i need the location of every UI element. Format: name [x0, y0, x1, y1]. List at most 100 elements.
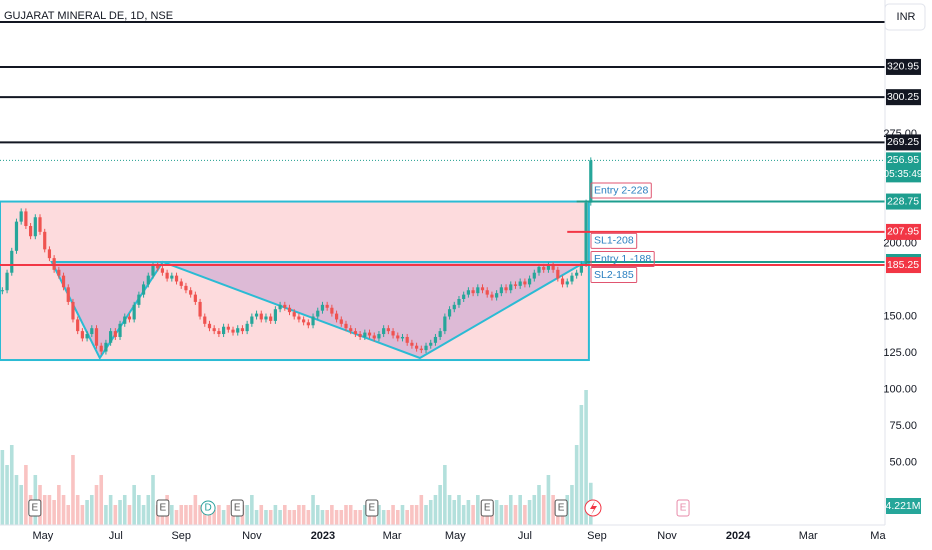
candle	[480, 287, 485, 291]
volume-bar	[330, 505, 334, 525]
currency-box[interactable]	[884, 3, 926, 31]
volume-bar	[325, 510, 329, 525]
volume-bar	[551, 495, 555, 525]
candle	[287, 307, 292, 313]
candle	[113, 331, 117, 337]
volume-bar	[85, 500, 89, 525]
event-marker[interactable]	[28, 499, 42, 517]
event-marker[interactable]	[230, 499, 244, 517]
volume-bar	[513, 505, 518, 525]
volume-bar	[433, 495, 438, 525]
candle	[396, 335, 400, 339]
candle	[320, 304, 325, 311]
volume-bar	[419, 495, 424, 525]
event-marker[interactable]	[365, 499, 379, 517]
split-bolt	[590, 501, 597, 515]
currency[interactable]: INR	[897, 11, 916, 23]
event-label[interactable]: E	[369, 503, 376, 514]
candle	[250, 316, 254, 324]
volume-bar	[254, 510, 259, 525]
y-tick-label: 50.00	[889, 456, 917, 468]
annotation-box	[590, 250, 655, 267]
volume-bar	[334, 510, 339, 525]
volume-bar	[132, 485, 136, 525]
volume-bar	[508, 495, 513, 525]
candle	[339, 319, 343, 324]
candle	[325, 304, 329, 308]
candle	[33, 217, 37, 237]
candle	[76, 319, 80, 332]
volume-bar	[137, 495, 141, 525]
volume-bar	[363, 505, 367, 525]
volume-bar	[339, 510, 344, 525]
candle	[334, 313, 339, 320]
candle	[386, 328, 390, 332]
candle	[316, 310, 320, 317]
candle	[556, 269, 560, 279]
candle	[43, 231, 47, 250]
annotation-box	[590, 267, 638, 284]
volume-bar	[461, 505, 466, 525]
candle	[537, 266, 541, 273]
candle	[269, 316, 273, 321]
candle	[513, 284, 518, 286]
volume-bar	[278, 510, 282, 525]
price-level-label: 256.95	[887, 154, 919, 166]
event-marker[interactable]	[200, 500, 216, 516]
event-label[interactable]: E	[484, 503, 491, 514]
event-marker[interactable]	[676, 499, 690, 517]
candle	[391, 331, 395, 336]
price-level-box	[886, 134, 921, 151]
candle	[575, 272, 579, 276]
candle	[85, 334, 89, 339]
price-level-box	[886, 193, 921, 210]
volume-bar	[499, 505, 504, 525]
event-label[interactable]: E	[558, 503, 565, 514]
volume-bar	[405, 510, 409, 525]
event-label[interactable]: E	[160, 503, 167, 514]
volume-bar	[5, 465, 9, 525]
event-label[interactable]: D	[204, 503, 211, 514]
volume-bar	[273, 505, 278, 525]
candle	[94, 328, 99, 346]
volume-bar	[381, 510, 386, 525]
event-marker[interactable]	[480, 499, 494, 517]
volume-bar	[504, 505, 508, 525]
volume-bar	[198, 505, 202, 525]
volume-bar	[193, 495, 198, 525]
x-tick-label: Sep	[171, 530, 191, 542]
event-label[interactable]: E	[234, 503, 241, 514]
price-level-label: 207.95	[887, 226, 919, 238]
candle	[198, 301, 202, 317]
candle	[551, 265, 555, 270]
volume-bar	[113, 505, 118, 525]
volume-bar	[14, 475, 19, 525]
candle	[509, 284, 513, 291]
candle	[118, 323, 122, 337]
event-label[interactable]: E	[680, 503, 687, 514]
volume-bar	[579, 405, 584, 525]
volume-bar	[146, 495, 151, 525]
volume-bar	[202, 510, 207, 525]
event-marker[interactable]	[554, 499, 568, 517]
volume-bar	[24, 465, 28, 525]
volume-bar	[127, 505, 132, 525]
candle	[306, 322, 310, 326]
event-label[interactable]: E	[31, 503, 38, 514]
candle	[443, 316, 447, 332]
candle	[278, 304, 282, 310]
candle	[415, 345, 419, 349]
candle	[0, 290, 4, 292]
event-marker[interactable]	[156, 499, 170, 517]
y-tick-label: 150.00	[883, 310, 917, 322]
candle	[226, 326, 230, 330]
volume-bar	[297, 505, 301, 525]
x-tick-label: 2023	[311, 530, 335, 542]
x-tick-label: May	[445, 530, 466, 542]
split-icon[interactable]	[584, 499, 602, 517]
candle	[264, 316, 268, 320]
candle	[466, 290, 470, 295]
volume-bar	[447, 495, 452, 525]
candle	[273, 309, 277, 321]
